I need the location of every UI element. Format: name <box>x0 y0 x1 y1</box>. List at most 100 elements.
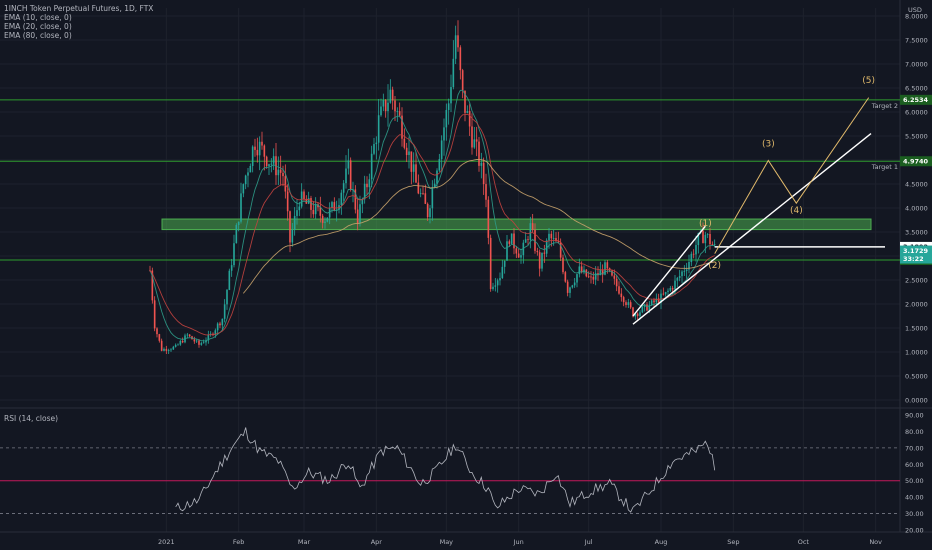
candle-body <box>485 184 487 200</box>
candle-body <box>165 348 168 351</box>
candle <box>289 210 291 253</box>
candle <box>370 145 373 188</box>
candle <box>627 298 630 309</box>
countdown-tag: 33:22 <box>903 255 924 263</box>
candle <box>706 233 709 239</box>
candle <box>373 137 375 156</box>
candle <box>261 131 263 150</box>
candle <box>286 184 289 221</box>
candle-body <box>209 333 212 335</box>
candle-body <box>615 278 618 287</box>
candle-body <box>417 182 420 194</box>
candle-body <box>244 175 247 185</box>
candle-body <box>482 162 485 185</box>
candle-body <box>389 89 392 103</box>
candle <box>620 288 623 302</box>
candle <box>387 84 389 127</box>
candle-body <box>410 151 413 172</box>
time-tick-label: Jul <box>584 538 593 546</box>
candle-body <box>527 239 529 241</box>
candle <box>263 144 266 171</box>
candle-body <box>606 262 609 269</box>
candle <box>655 293 658 307</box>
candle <box>240 182 242 224</box>
candle <box>256 137 259 163</box>
candle <box>247 168 249 188</box>
candle <box>690 251 693 267</box>
candle-body <box>342 183 345 193</box>
rsi-legend: RSI (14, close) <box>4 414 59 423</box>
price-tick-label: 5.5000 <box>905 133 928 141</box>
candle-body <box>240 193 242 222</box>
candle-body <box>552 238 555 239</box>
trendline <box>632 225 706 317</box>
candle-body <box>205 340 207 343</box>
candle-body <box>620 293 623 298</box>
candle-body <box>261 141 263 146</box>
candle-body <box>566 281 569 293</box>
candle-body <box>156 328 158 335</box>
candle-body <box>230 265 233 271</box>
candle <box>573 277 576 288</box>
candle-body <box>433 183 436 188</box>
candle-body <box>494 285 497 287</box>
time-tick-label: Apr <box>371 538 383 546</box>
rsi-line <box>175 427 716 513</box>
candle <box>342 180 345 202</box>
ema80-line <box>242 159 715 294</box>
candle-body <box>424 193 427 204</box>
candle <box>471 113 473 155</box>
candle <box>354 185 357 214</box>
candle <box>527 235 529 246</box>
candle-body <box>671 287 674 290</box>
candle <box>508 239 511 247</box>
price-tick-label: 6.0000 <box>905 109 928 117</box>
candle-body <box>443 127 445 141</box>
candle-body <box>510 233 513 244</box>
candle-body <box>513 233 515 249</box>
candle <box>475 126 478 157</box>
candle-body <box>492 286 494 290</box>
candle-body <box>531 223 534 230</box>
candle <box>167 348 170 354</box>
candle <box>459 45 462 80</box>
level-price-tag: 4.9740 <box>903 158 929 166</box>
candle-body <box>711 244 714 245</box>
candle-body <box>681 271 683 277</box>
candle-body <box>436 170 438 184</box>
candle <box>391 86 394 110</box>
candle-body <box>349 160 352 190</box>
candle <box>681 270 683 283</box>
candle <box>692 249 695 259</box>
candle-body <box>298 206 301 211</box>
candle-body <box>331 202 333 208</box>
candle-body <box>440 140 443 160</box>
candle <box>172 345 175 351</box>
candle <box>324 217 326 229</box>
resistance-zone <box>161 218 872 231</box>
candle-body <box>151 270 154 301</box>
candle <box>473 127 476 149</box>
candle <box>363 175 366 204</box>
candle-body <box>571 285 574 288</box>
candle <box>188 334 191 338</box>
candle <box>209 331 212 337</box>
price-tick-label: 7.0000 <box>905 61 928 69</box>
candle-body <box>590 276 592 278</box>
candle-body <box>214 330 217 335</box>
candle-body <box>431 187 434 209</box>
candle <box>207 330 210 344</box>
candle-body <box>368 179 371 188</box>
candle-body <box>207 334 210 341</box>
candle-body <box>256 149 259 156</box>
candle-body <box>664 291 667 295</box>
candle <box>401 107 403 147</box>
candle <box>170 348 172 352</box>
candle <box>345 155 347 189</box>
candle-body <box>289 211 291 243</box>
candle-body <box>473 139 476 148</box>
candle-body <box>286 191 289 212</box>
candle-body <box>328 207 331 218</box>
